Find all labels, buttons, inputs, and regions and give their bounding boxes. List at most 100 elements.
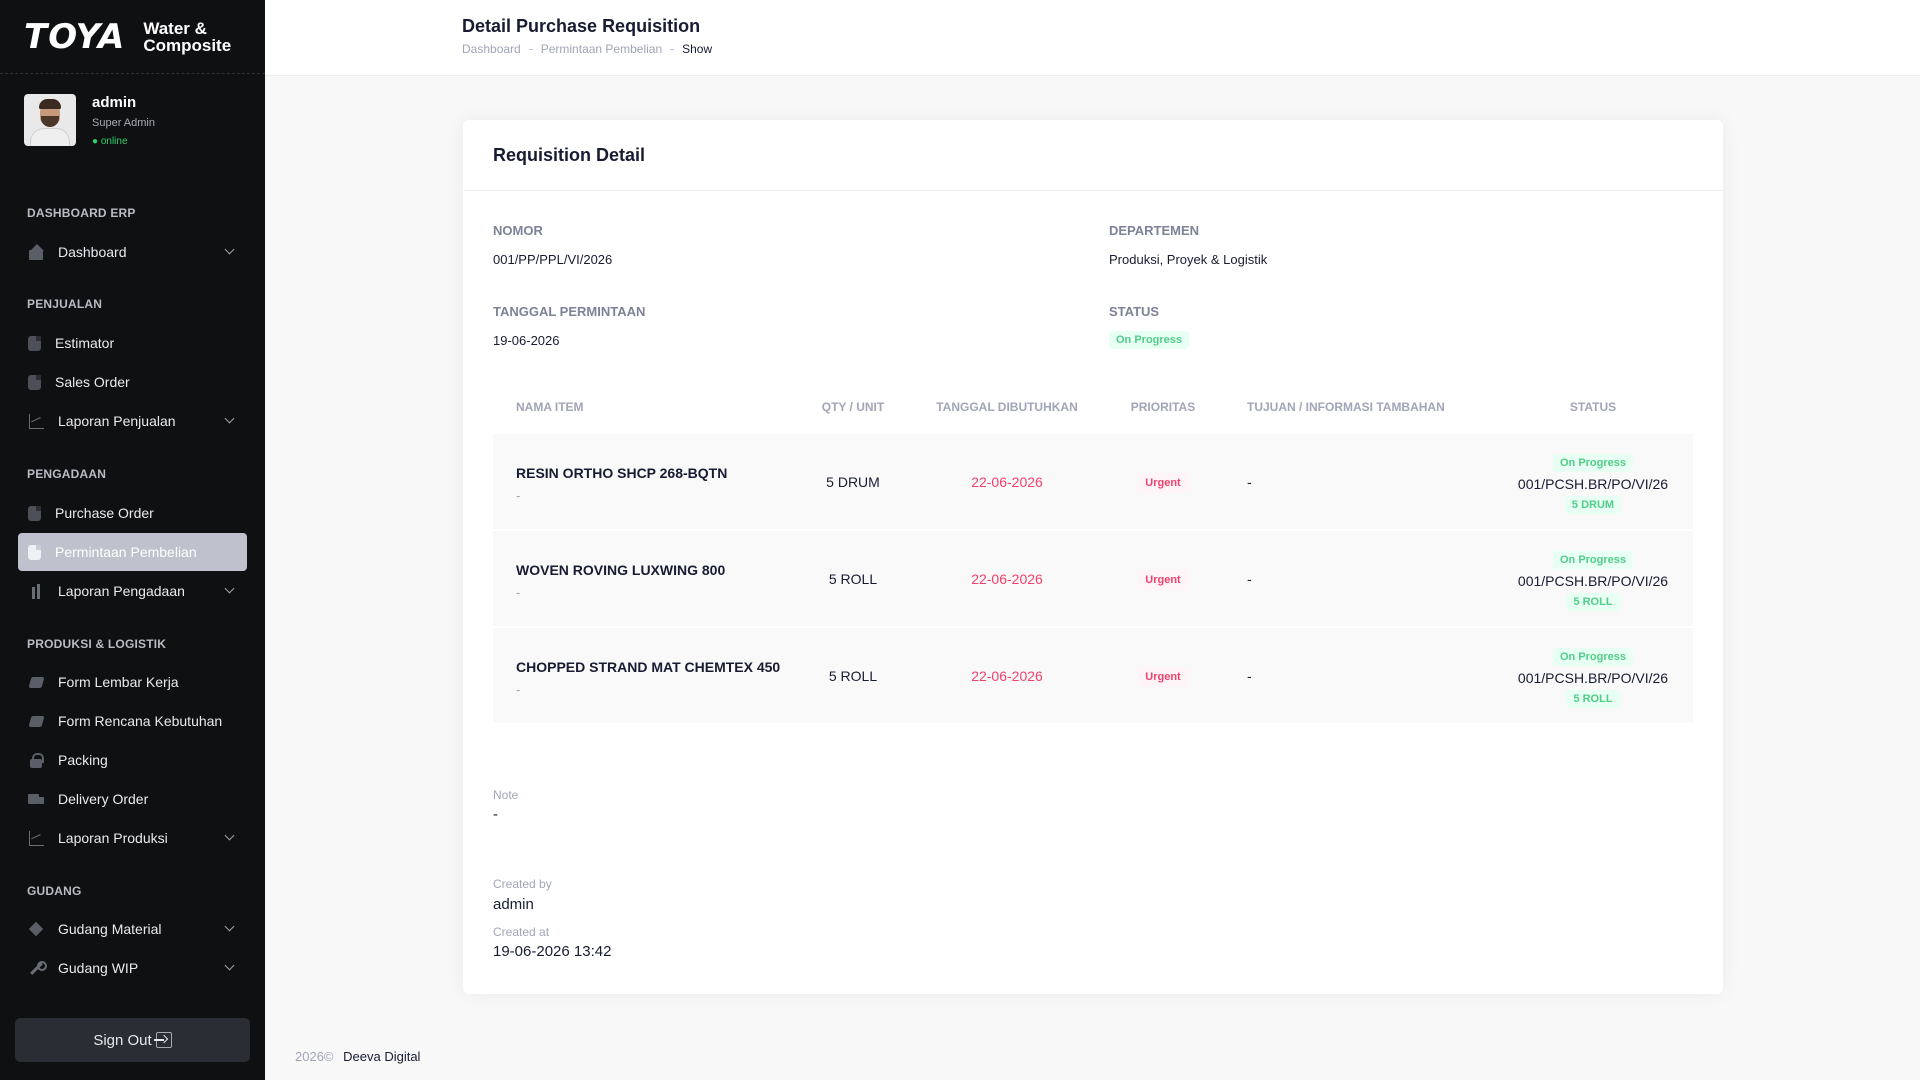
page-header: Detail Purchase Requisition Dashboard Pe… <box>265 0 1920 76</box>
brand-subtitle-line1: Water & <box>143 18 207 38</box>
item-date-needed: 22-06-2026 <box>971 474 1043 490</box>
departemen-value: Produksi, Proyek & Logistik <box>1109 252 1268 267</box>
note-label: Note <box>493 788 519 802</box>
sidebar-item-label: Laporan Produksi <box>58 830 168 846</box>
item-name: CHOPPED STRAND MAT CHEMTEX 450 <box>516 659 781 675</box>
sidebar-item-purchase-order[interactable]: Purchase Order <box>18 495 247 531</box>
col-tanggal-dibutuhkan: TANGGAL DIBUTUHKAN <box>936 400 1078 414</box>
chevron-down-icon <box>224 413 235 424</box>
sidebar-item-sales-order[interactable]: Sales Order <box>18 364 247 400</box>
sidebar-item-laporan-pengadaan[interactable]: Laporan Pengadaan <box>18 573 247 609</box>
footer: 2026© Deeva Digital <box>295 1049 420 1064</box>
departemen-label: DEPARTEMEN <box>1109 223 1200 238</box>
box-icon <box>28 921 44 937</box>
user-status: ● online <box>92 136 128 147</box>
user-profile[interactable]: admin Super Admin ● online <box>24 94 155 147</box>
card-header: Requisition Detail <box>463 120 1723 191</box>
col-prioritas: PRIORITAS <box>1130 400 1196 414</box>
sidebar-item-label: Laporan Penjualan <box>58 413 176 429</box>
sidebar-item-laporan-produksi[interactable]: Laporan Produksi <box>18 820 247 856</box>
sidebar-item-dashboard[interactable]: Dashboard <box>18 234 247 270</box>
col-tujuan: TUJUAN / INFORMASI TAMBAHAN <box>1247 400 1445 414</box>
sidebar-item-form-rencana-kebutuhan[interactable]: Form Rencana Kebutuhan <box>18 703 247 739</box>
document-icon <box>28 374 41 390</box>
status-badge: On Progress <box>1109 331 1190 349</box>
sidebar-item-laporan-penjualan[interactable]: Laporan Penjualan <box>18 403 247 439</box>
sidebar-item-label: Delivery Order <box>58 791 149 807</box>
table-row: CHOPPED STRAND MAT CHEMTEX 450 - 5 ROLL … <box>493 628 1693 724</box>
sidebar-item-label: Estimator <box>55 335 115 351</box>
section-produksi-logistik: PRODUKSI & LOGISTIK <box>27 637 167 651</box>
col-qty-unit: QTY / UNIT <box>821 400 885 414</box>
document-icon <box>28 505 41 521</box>
sidebar-item-delivery-order[interactable]: Delivery Order <box>18 781 247 817</box>
item-name: WOVEN ROVING LUXWING 800 <box>516 562 726 578</box>
table-header: NAMA ITEM QTY / UNIT TANGGAL DIBUTUHKAN … <box>493 400 1693 430</box>
sidebar-item-gudang-material[interactable]: Gudang Material <box>18 911 247 947</box>
chevron-down-icon <box>224 921 235 932</box>
sidebar: TOYA Water & Composite admin Super Admin… <box>0 0 265 1080</box>
po-number[interactable]: 001/PCSH.BR/PO/VI/26 <box>1517 670 1669 686</box>
sidebar-item-label: Form Lembar Kerja <box>58 674 179 690</box>
brand-subtitle-line2: Composite <box>143 35 232 55</box>
item-info: - <box>1247 474 1252 490</box>
user-name: admin <box>92 94 137 111</box>
brand-subtitle: Water & Composite <box>143 20 231 54</box>
item-subtext: - <box>516 682 521 697</box>
line-chart-icon <box>28 413 44 429</box>
chevron-down-icon <box>224 960 235 971</box>
sidebar-item-label: Purchase Order <box>55 505 154 521</box>
breadcrumb: Dashboard Permintaan Pembelian Show <box>462 42 712 56</box>
line-chart-icon <box>28 830 44 846</box>
footer-company-link[interactable]: Deeva Digital <box>343 1049 421 1064</box>
sidebar-item-estimator[interactable]: Estimator <box>18 325 247 361</box>
item-name: RESIN ORTHO SHCP 268-BQTN <box>516 465 728 481</box>
card-title: Requisition Detail <box>493 144 646 165</box>
sidebar-item-label: Laporan Pengadaan <box>58 583 185 599</box>
pen-icon <box>28 674 44 690</box>
chevron-down-icon <box>224 583 235 594</box>
priority-badge: Urgent <box>1138 570 1188 590</box>
home-icon <box>28 244 44 260</box>
sidebar-item-label: Packing <box>58 752 108 768</box>
tanggal-permintaan-value: 19-06-2026 <box>493 333 560 348</box>
document-icon <box>28 335 41 351</box>
bar-chart-icon <box>28 583 44 599</box>
requisition-detail-card: Requisition Detail NOMOR 001/PP/PPL/VI/2… <box>463 120 1723 994</box>
breadcrumb-dashboard[interactable]: Dashboard <box>462 42 521 56</box>
sidebar-item-permintaan-pembelian[interactable]: Permintaan Pembelian <box>18 533 247 571</box>
table-row: WOVEN ROVING LUXWING 800 - 5 ROLL 22-06-… <box>493 531 1693 627</box>
item-subtext: - <box>516 585 521 600</box>
table-row: RESIN ORTHO SHCP 268-BQTN - 5 DRUM 22-06… <box>493 434 1693 530</box>
brand[interactable]: TOYA Water & Composite <box>0 0 265 74</box>
chevron-down-icon <box>224 830 235 841</box>
sidebar-item-form-lembar-kerja[interactable]: Form Lembar Kerja <box>18 664 247 700</box>
status-label: STATUS <box>1109 304 1160 319</box>
po-qty-badge: 5 DRUM <box>1564 496 1622 514</box>
avatar <box>24 94 76 146</box>
nomor-label: NOMOR <box>493 223 543 238</box>
sidebar-item-label: Permintaan Pembelian <box>55 544 197 560</box>
chevron-down-icon <box>224 244 235 255</box>
pen-icon <box>28 713 44 729</box>
item-qty: 5 ROLL <box>828 668 878 684</box>
item-date-needed: 22-06-2026 <box>971 668 1043 684</box>
item-status-badge: On Progress <box>1552 551 1634 569</box>
sidebar-item-packing[interactable]: Packing <box>18 742 247 778</box>
lock-icon <box>28 752 44 768</box>
created-by-label: Created by <box>493 877 552 891</box>
po-number[interactable]: 001/PCSH.BR/PO/VI/26 <box>1517 476 1669 492</box>
po-number[interactable]: 001/PCSH.BR/PO/VI/26 <box>1517 573 1669 589</box>
sign-out-button[interactable]: Sign Out <box>15 1018 250 1062</box>
breadcrumb-permintaan-pembelian[interactable]: Permintaan Pembelian <box>540 42 663 56</box>
wrench-icon <box>28 960 47 976</box>
sidebar-item-label: Gudang Material <box>58 921 162 937</box>
po-qty-badge: 5 ROLL <box>1566 690 1620 708</box>
item-status-badge: On Progress <box>1552 454 1634 472</box>
item-qty: 5 DRUM <box>826 474 880 490</box>
priority-badge: Urgent <box>1138 667 1188 687</box>
section-penjualan: PENJUALAN <box>27 297 103 311</box>
sidebar-item-gudang-wip[interactable]: Gudang WIP <box>18 950 247 986</box>
priority-badge: Urgent <box>1138 473 1188 493</box>
po-qty-badge: 5 ROLL <box>1566 593 1620 611</box>
